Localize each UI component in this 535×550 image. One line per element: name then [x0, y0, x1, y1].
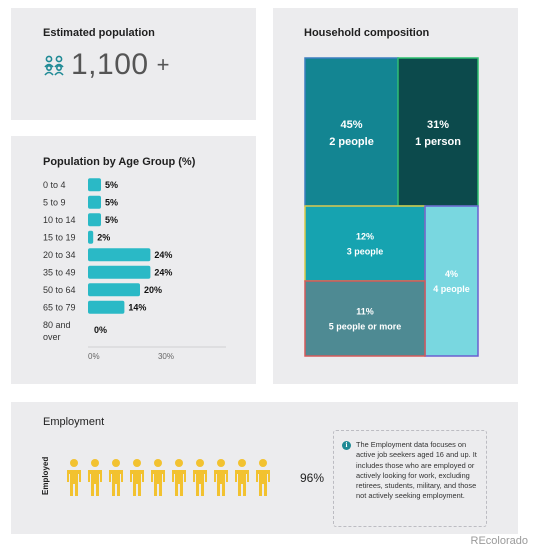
person-icon	[130, 459, 144, 496]
age-axis-tick: 30%	[158, 352, 174, 361]
treemap-label: 1 person	[415, 136, 461, 148]
age-bar-value: 0%	[94, 325, 107, 335]
age-category-label: 50 to 64	[43, 285, 76, 295]
age-bar	[88, 248, 151, 262]
age-bar	[88, 300, 125, 314]
employment-info-text: The Employment data focuses on active jo…	[356, 440, 477, 501]
person-icon	[256, 459, 270, 496]
employment-info-box: i The Employment data focuses on active …	[333, 430, 487, 527]
age-category-label: 0 to 4	[43, 180, 66, 190]
brand-footer: REcolorado	[470, 535, 528, 547]
person-icon	[214, 459, 228, 496]
age-bar	[88, 195, 101, 209]
age-bar-value: 20%	[144, 285, 162, 295]
person-icon	[193, 459, 207, 496]
age-category-label: 65 to 79	[43, 302, 76, 312]
people-group-icon	[44, 55, 64, 76]
population-value-row: 1,100 +	[43, 48, 169, 82]
age-group-chart: 0 to 4 5% 5 to 9 5% 10 to 14 5% 15 to 19 2% 20 t…	[43, 178, 226, 361]
info-icon: i	[342, 441, 351, 450]
population-value: 1,100	[71, 48, 149, 81]
person-icon	[151, 459, 165, 496]
age-bar-value: 5%	[105, 180, 118, 190]
age-group-title: Population by Age Group (%)	[43, 156, 196, 168]
population-title: Estimated population	[43, 27, 155, 39]
household-treemap: 45% 2 people 31% 1 person 12% 3 people 4% 4 peo…	[304, 57, 479, 357]
treemap-label: 5 people or more	[329, 322, 402, 332]
person-icon	[109, 459, 123, 496]
age-bar-value: 24%	[154, 250, 172, 260]
estimated-population-card: Estimated population 1,100 +	[11, 8, 256, 120]
age-bar-value: 2%	[97, 232, 110, 242]
age-category-label: 20 to 34	[43, 250, 76, 260]
age-bar	[88, 283, 140, 297]
treemap-share: 11%	[356, 307, 374, 317]
person-icon	[88, 459, 102, 496]
employment-card: Employment Employed 96% i The Employment…	[11, 402, 518, 534]
age-bar-value: 24%	[154, 267, 172, 277]
age-bar-value: 14%	[128, 302, 146, 312]
person-icon	[172, 459, 186, 496]
person-icon	[235, 459, 249, 496]
treemap-cell	[304, 205, 426, 282]
treemap-label: 3 people	[347, 247, 384, 257]
age-category-label: 80 and over	[43, 320, 71, 342]
age-category-label: 5 to 9	[43, 197, 66, 207]
age-bar	[88, 265, 151, 279]
employment-value: 96%	[300, 471, 325, 485]
age-category-label: 35 to 49	[43, 267, 76, 277]
treemap-cell	[424, 205, 479, 357]
household-composition-card: Household composition 45% 2 people 31% 1 pe…	[273, 8, 518, 384]
employed-row-label: Employed	[41, 456, 50, 495]
household-title: Household composition	[304, 27, 430, 39]
age-group-card: Population by Age Group (%) 0 to 4 5% 5 to…	[11, 136, 256, 384]
age-bar-value: 5%	[105, 197, 118, 207]
treemap-share: 45%	[340, 119, 362, 131]
treemap-share: 4%	[445, 269, 458, 279]
treemap-cell	[304, 280, 426, 357]
age-bar	[88, 213, 101, 227]
age-category-label: 15 to 19	[43, 232, 76, 242]
treemap-label: 2 people	[329, 136, 374, 148]
age-category-label: 10 to 14	[43, 215, 76, 225]
treemap-cell	[397, 57, 479, 207]
age-axis-tick: 0%	[88, 352, 100, 361]
employment-title: Employment	[43, 416, 105, 428]
age-bar-value: 5%	[105, 215, 118, 225]
employment-people-row	[67, 459, 270, 496]
person-icon	[67, 459, 81, 496]
treemap-share: 12%	[356, 232, 374, 242]
age-bar	[88, 178, 101, 192]
age-bar	[88, 230, 94, 244]
treemap-share: 31%	[427, 119, 449, 131]
treemap-cell	[304, 57, 399, 207]
population-suffix: +	[156, 52, 170, 77]
treemap-label: 4 people	[433, 284, 470, 294]
